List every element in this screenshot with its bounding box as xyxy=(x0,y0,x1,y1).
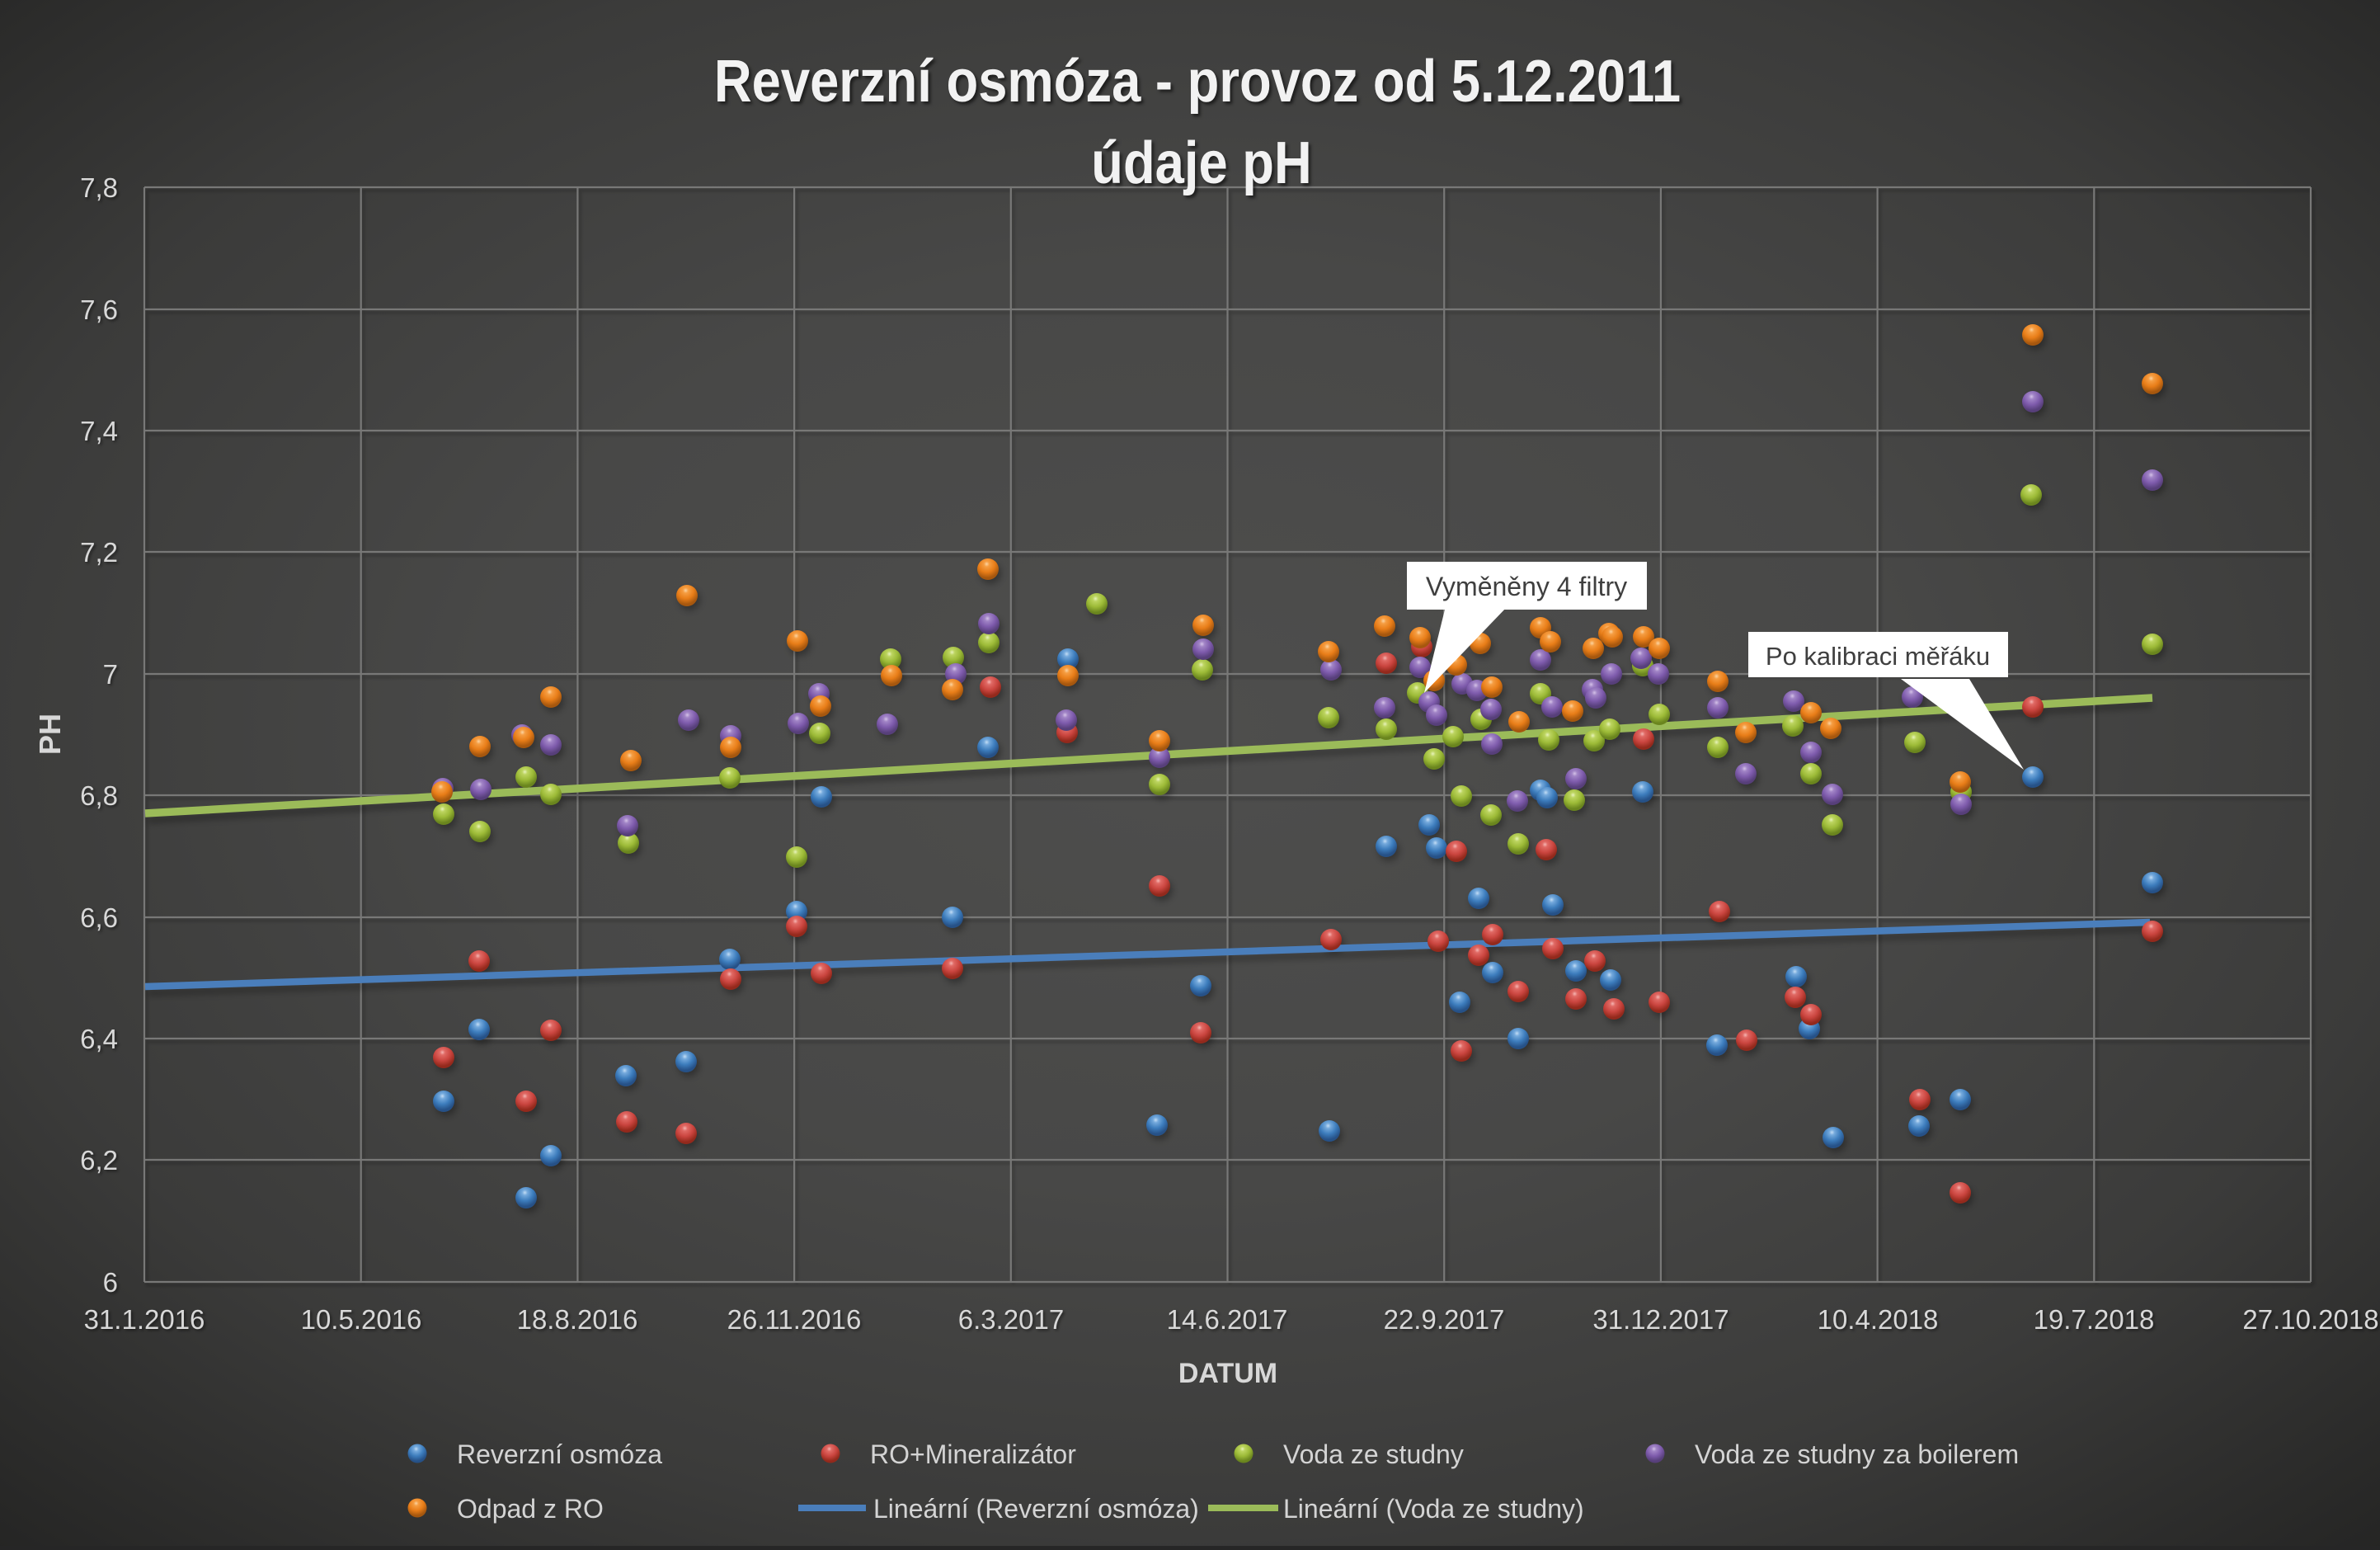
svg-text:Voda ze studny: Voda ze studny xyxy=(1283,1439,1464,1469)
svg-text:7,4: 7,4 xyxy=(80,416,118,446)
svg-text:6.3.2017: 6.3.2017 xyxy=(958,1304,1064,1335)
svg-text:7,8: 7,8 xyxy=(80,172,118,203)
svg-text:DATUM: DATUM xyxy=(1178,1358,1277,1389)
svg-text:10.5.2016: 10.5.2016 xyxy=(301,1304,422,1335)
svg-text:Reverzní osmóza - provoz od 5.: Reverzní osmóza - provoz od 5.12.2011 xyxy=(714,49,1681,115)
svg-text:6: 6 xyxy=(103,1267,118,1298)
svg-text:Vyměněny 4 filtry: Vyměněny 4 filtry xyxy=(1426,572,1627,601)
svg-text:RO+Mineralizátor: RO+Mineralizátor xyxy=(870,1439,1076,1469)
svg-text:Odpad z RO: Odpad z RO xyxy=(457,1494,604,1524)
svg-text:26.11.2016: 26.11.2016 xyxy=(727,1304,862,1335)
svg-text:6,2: 6,2 xyxy=(80,1145,118,1175)
svg-text:14.6.2017: 14.6.2017 xyxy=(1167,1304,1288,1335)
svg-text:31.12.2017: 31.12.2017 xyxy=(1592,1304,1729,1335)
svg-text:7,2: 7,2 xyxy=(80,537,118,568)
svg-text:6,6: 6,6 xyxy=(80,902,118,933)
svg-text:10.4.2018: 10.4.2018 xyxy=(1818,1304,1939,1335)
svg-text:7: 7 xyxy=(103,659,118,690)
svg-text:19.7.2018: 19.7.2018 xyxy=(2034,1304,2155,1335)
svg-text:PH: PH xyxy=(33,714,67,755)
svg-text:údaje pH: údaje pH xyxy=(1091,130,1311,196)
svg-text:6,8: 6,8 xyxy=(80,780,118,811)
svg-text:22.9.2017: 22.9.2017 xyxy=(1384,1304,1505,1335)
svg-text:Voda ze studny za boilerem: Voda ze studny za boilerem xyxy=(1695,1439,2019,1469)
svg-text:18.8.2016: 18.8.2016 xyxy=(517,1304,638,1335)
svg-text:7,6: 7,6 xyxy=(80,294,118,325)
svg-text:Lineární (Voda ze studny): Lineární (Voda ze studny) xyxy=(1283,1494,1584,1524)
svg-text:Po kalibraci měřáku: Po kalibraci měřáku xyxy=(1766,642,1990,671)
svg-text:Lineární (Reverzní osmóza): Lineární (Reverzní osmóza) xyxy=(873,1494,1199,1524)
svg-text:27.10.2018: 27.10.2018 xyxy=(2242,1304,2378,1335)
svg-text:31.1.2016: 31.1.2016 xyxy=(84,1304,205,1335)
svg-text:Reverzní osmóza: Reverzní osmóza xyxy=(457,1439,662,1469)
svg-text:6,4: 6,4 xyxy=(80,1024,118,1054)
